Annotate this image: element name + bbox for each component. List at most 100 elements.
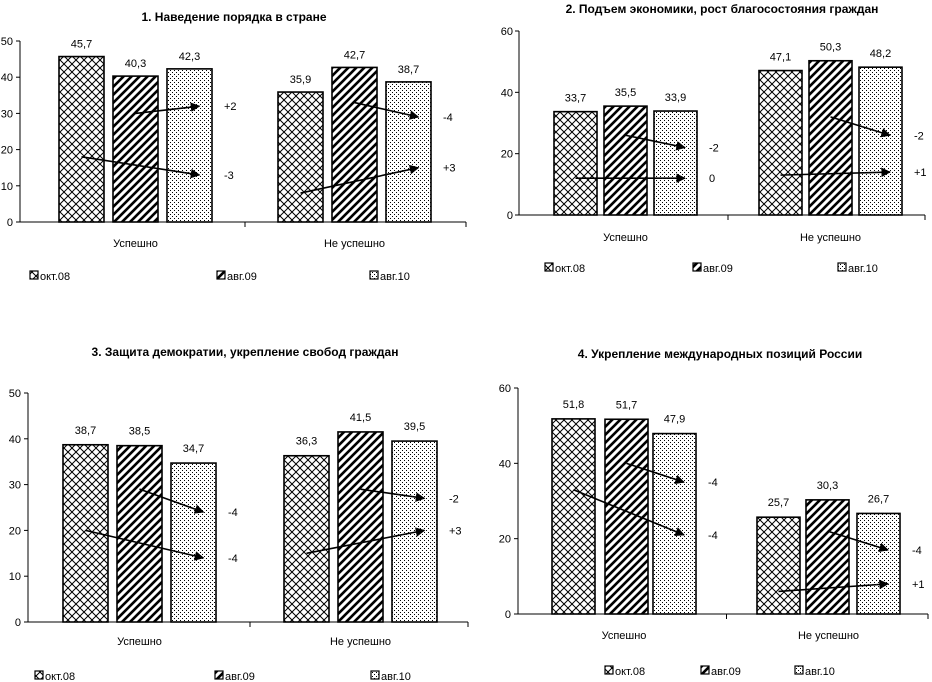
- change-arrow: [300, 164, 420, 194]
- bar-авг.09-Не успешно: [808, 59, 853, 216]
- legend-label: окт.08: [45, 671, 75, 682]
- change-arrow: [778, 579, 889, 593]
- change-label: +1: [912, 579, 925, 591]
- change-label: -2: [914, 130, 924, 142]
- chart-panel-2: 2. Подъем экономики, рост благосостояния…: [501, 2, 927, 275]
- category-label: Не успешно: [324, 238, 385, 250]
- bar-окт.08-Не успешно: [277, 91, 324, 223]
- bar-авг.09-Успешно: [116, 444, 163, 623]
- data-label: 35,9: [290, 74, 311, 86]
- change-arrow: [85, 529, 205, 561]
- y-tick-label: 20: [499, 534, 511, 546]
- bar-окт.08-Успешно: [58, 55, 105, 223]
- bar-авг.09-Не успешно: [805, 499, 850, 615]
- y-tick-label: 10: [1, 181, 13, 193]
- change-label: -4: [228, 553, 238, 565]
- bar-окт.08-Не успешно: [758, 69, 803, 216]
- legend-swatch-авг.09: [692, 262, 702, 272]
- data-label: 50,3: [820, 42, 841, 54]
- change-label: +1: [914, 167, 927, 179]
- bar-окт.08-Не успешно: [756, 516, 801, 615]
- y-tick-label: 50: [1, 36, 13, 48]
- bar-окт.08-Успешно: [551, 418, 596, 615]
- chart-title: 4. Укрепление международных позиций Росс…: [578, 347, 862, 361]
- legend-label: авг.09: [225, 671, 255, 682]
- change-label: -4: [708, 530, 718, 542]
- category-label: Успешно: [113, 238, 158, 250]
- change-label: 0: [709, 173, 715, 185]
- chart-title: 3. Защита демократии, укрепление свобод …: [92, 345, 399, 359]
- legend-label: авг.10: [381, 671, 411, 682]
- legend-swatch-окт.08: [604, 665, 614, 675]
- data-label: 51,7: [616, 399, 637, 411]
- data-label: 41,5: [350, 412, 371, 424]
- bar-авг.09-Успешно: [112, 75, 159, 223]
- data-label: 40,3: [125, 58, 146, 70]
- legend-label: окт.08: [615, 666, 645, 678]
- data-label: 26,7: [868, 493, 889, 505]
- legend-label: авг.10: [848, 263, 878, 275]
- data-label: 39,5: [404, 421, 425, 433]
- chart-title: 1. Наведение порядка в стране: [141, 10, 326, 24]
- legend-swatch-авг.09: [214, 670, 224, 680]
- change-arrow: [626, 462, 685, 485]
- data-label: 25,7: [768, 497, 789, 509]
- y-tick-label: 0: [7, 217, 13, 229]
- legend-label: окт.08: [40, 271, 70, 283]
- data-label: 48,2: [870, 48, 891, 60]
- category-label: Успешно: [603, 232, 648, 244]
- data-label: 42,7: [344, 49, 365, 61]
- y-tick-label: 0: [507, 210, 513, 222]
- chart-panel-1: 1. Наведение порядка в стране 0 10 20 30 40 50…: [1, 10, 467, 283]
- y-tick-label: 40: [9, 434, 21, 446]
- chart-panel-3: 3. Защита демократии, укрепление свобод …: [9, 345, 469, 682]
- chart-title: 2. Подъем экономики, рост благосостояния…: [566, 2, 879, 16]
- data-label: 33,7: [565, 93, 586, 105]
- bar-авг.10-Успешно: [653, 110, 698, 216]
- y-tick-label: 60: [501, 26, 513, 38]
- change-label: +2: [224, 101, 237, 113]
- legend-swatch-авг.10: [837, 262, 847, 272]
- data-label: 47,1: [770, 52, 791, 64]
- y-tick-label: 40: [499, 458, 511, 470]
- change-label: -4: [443, 112, 453, 124]
- bar-авг.09-Не успешно: [331, 66, 378, 223]
- legend-swatch-авг.09: [700, 665, 710, 675]
- data-label: 34,7: [183, 443, 204, 455]
- data-label: 36,3: [296, 436, 317, 448]
- data-label: 38,7: [75, 425, 96, 437]
- change-arrow: [827, 530, 889, 552]
- data-label: 33,9: [665, 92, 686, 104]
- category-label: Не успешно: [800, 232, 861, 244]
- bar-авг.10-Успешно: [652, 432, 697, 615]
- legend-label: окт.08: [555, 263, 585, 275]
- bar-окт.08-Успешно: [553, 110, 598, 216]
- y-tick-label: 0: [505, 609, 511, 621]
- data-label: 38,5: [129, 426, 150, 438]
- legend-swatch-окт.08: [29, 270, 39, 280]
- y-tick-label: 0: [15, 617, 21, 629]
- change-label: -4: [708, 477, 718, 489]
- category-label: Успешно: [602, 630, 647, 642]
- legend-swatch-окт.08: [34, 670, 44, 680]
- change-arrow: [573, 488, 685, 537]
- change-label: +3: [449, 525, 462, 537]
- legend-swatch-авг.09: [216, 270, 226, 280]
- change-arrow: [306, 527, 426, 555]
- bar-авг.10-Не успешно: [858, 66, 903, 216]
- legend-label: авг.09: [227, 271, 257, 283]
- y-tick-label: 30: [1, 108, 13, 120]
- bar-авг.10-Успешно: [166, 68, 213, 223]
- change-arrow: [81, 156, 201, 179]
- bar-авг.10-Не успешно: [856, 512, 901, 615]
- legend-swatch-окт.08: [544, 262, 554, 272]
- change-arrow: [830, 116, 891, 138]
- legend-swatch-авг.10: [370, 670, 380, 680]
- change-arrow: [135, 102, 201, 115]
- legend-label: авг.09: [703, 263, 733, 275]
- bar-авг.10-Успешно: [170, 462, 217, 623]
- y-tick-label: 60: [499, 383, 511, 395]
- data-label: 30,3: [817, 480, 838, 492]
- bar-окт.08-Не успешно: [283, 454, 330, 623]
- change-label: -4: [228, 507, 238, 519]
